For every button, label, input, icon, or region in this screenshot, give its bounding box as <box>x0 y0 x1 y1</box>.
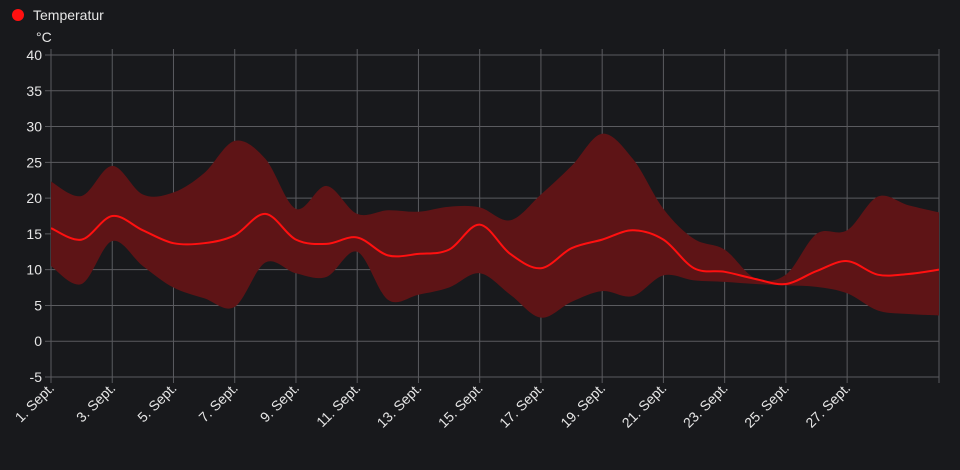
x-tick-label: 15. Sept. <box>435 380 486 431</box>
line <box>50 212 940 286</box>
legend-marker <box>12 9 24 21</box>
x-tick-label: 27. Sept. <box>802 380 853 431</box>
y-tick-label: 10 <box>26 262 42 278</box>
x-tick-label: 7. Sept. <box>195 380 240 425</box>
y-tick-label: 25 <box>26 154 42 170</box>
x-tick-label: 21. Sept. <box>619 380 670 431</box>
y-tick-label: 20 <box>26 190 42 206</box>
y-tick-label: -5 <box>30 369 43 385</box>
x-tick-label: 13. Sept. <box>374 380 425 431</box>
x-tick-label: 11. Sept. <box>313 380 363 430</box>
y-tick-label: 15 <box>26 226 42 242</box>
x-tick-label: 23. Sept. <box>680 380 731 431</box>
x-tick-label: 5. Sept. <box>134 380 179 425</box>
y-tick-label: 0 <box>34 333 42 349</box>
y-tick-label: 40 <box>26 47 42 63</box>
y-tick-label: 35 <box>26 83 42 99</box>
x-tick-label: 1. Sept. <box>12 380 57 425</box>
x-tick-label: 3. Sept. <box>73 380 118 425</box>
x-tick-label: 19. Sept. <box>557 380 608 431</box>
range-band <box>51 133 939 318</box>
x-tick-label: 25. Sept. <box>741 380 792 431</box>
y-tick-label: 30 <box>26 119 42 135</box>
legend-label: Temperatur <box>33 7 104 23</box>
y-axis-unit: °C <box>36 29 52 45</box>
x-tick-label: 9. Sept. <box>257 380 302 425</box>
y-tick-label: 5 <box>34 297 42 313</box>
x-tick-label: 17. Sept. <box>496 380 547 431</box>
